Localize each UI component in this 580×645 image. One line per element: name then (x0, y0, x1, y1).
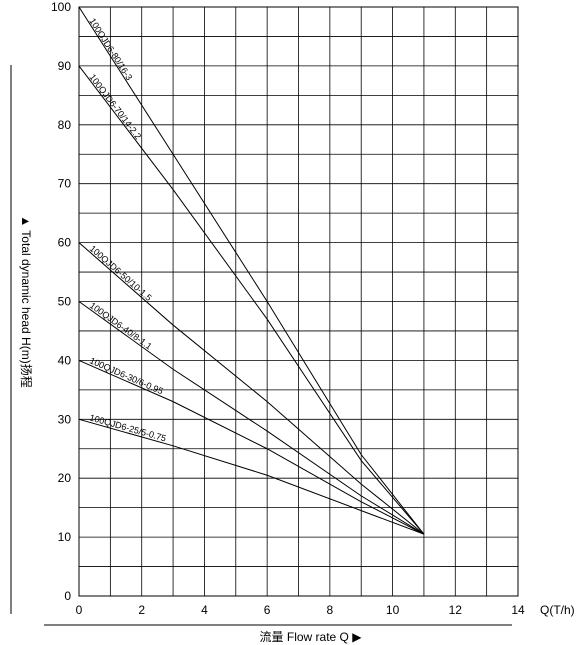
x-axis-title: Q(T/h) (540, 603, 575, 617)
y-tick-label: 20 (58, 471, 72, 485)
series-line (78, 242, 425, 535)
x-tick-label: 12 (449, 603, 463, 617)
x-tick-label: 14 (511, 603, 525, 617)
y-tick-label: 100 (51, 0, 71, 14)
series-line (78, 6, 425, 535)
y-tick-label: 80 (58, 118, 72, 132)
y-axis-title: ▲ Total dynamic head H(m)扬程 (19, 215, 34, 387)
y-tick-label: 0 (64, 589, 71, 603)
y-tick-label: 30 (58, 412, 72, 426)
x-tick-label: 4 (201, 603, 208, 617)
series-label: 100QJD6-40/8-1.1 (88, 300, 154, 351)
tick-labels: 0 2 4 6 8 10 12 14 0 10 20 30 40 50 60 70 80 90 100 (51, 0, 525, 617)
y-tick-label: 10 (58, 530, 72, 544)
series-line (78, 301, 425, 535)
series-label: 100QJD6-25/5-0.75 (88, 412, 167, 443)
series-line (78, 65, 425, 535)
y-tick-label: 70 (58, 177, 72, 191)
series-label: 100QJD6-50/10-1.5 (88, 243, 154, 303)
x-tick-label: 0 (76, 603, 83, 617)
bottom-axis-title: 流量 Flow rate Q ▶ (260, 630, 363, 644)
series-line (78, 359, 425, 535)
grid (78, 6, 519, 597)
y-tick-label: 90 (58, 59, 72, 73)
x-tick-label: 8 (327, 603, 334, 617)
curves: 100QJD6-80/16-3100QJD6-70/14-2.2100QJD6-… (78, 6, 425, 535)
x-tick-label: 6 (264, 603, 271, 617)
series-label: 100QJD6-70/14-2.2 (87, 72, 143, 141)
x-tick-label: 10 (386, 603, 400, 617)
y-tick-label: 50 (58, 295, 72, 309)
y-tick-label: 40 (58, 353, 72, 367)
y-tick-label: 60 (58, 236, 72, 250)
series-line (78, 418, 425, 535)
x-tick-label: 2 (138, 603, 145, 617)
